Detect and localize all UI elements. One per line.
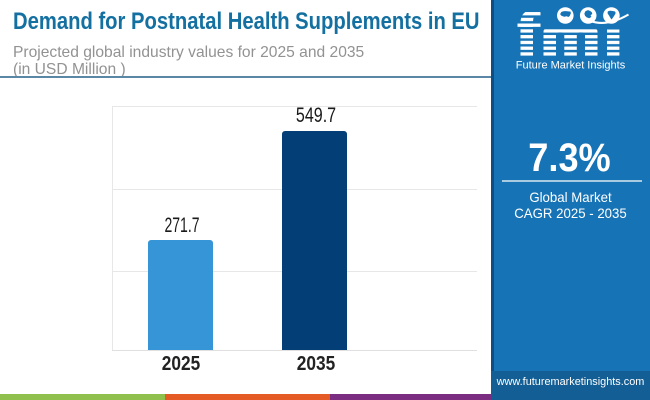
- svg-text:Future Market Insights: Future Market Insights: [516, 60, 626, 72]
